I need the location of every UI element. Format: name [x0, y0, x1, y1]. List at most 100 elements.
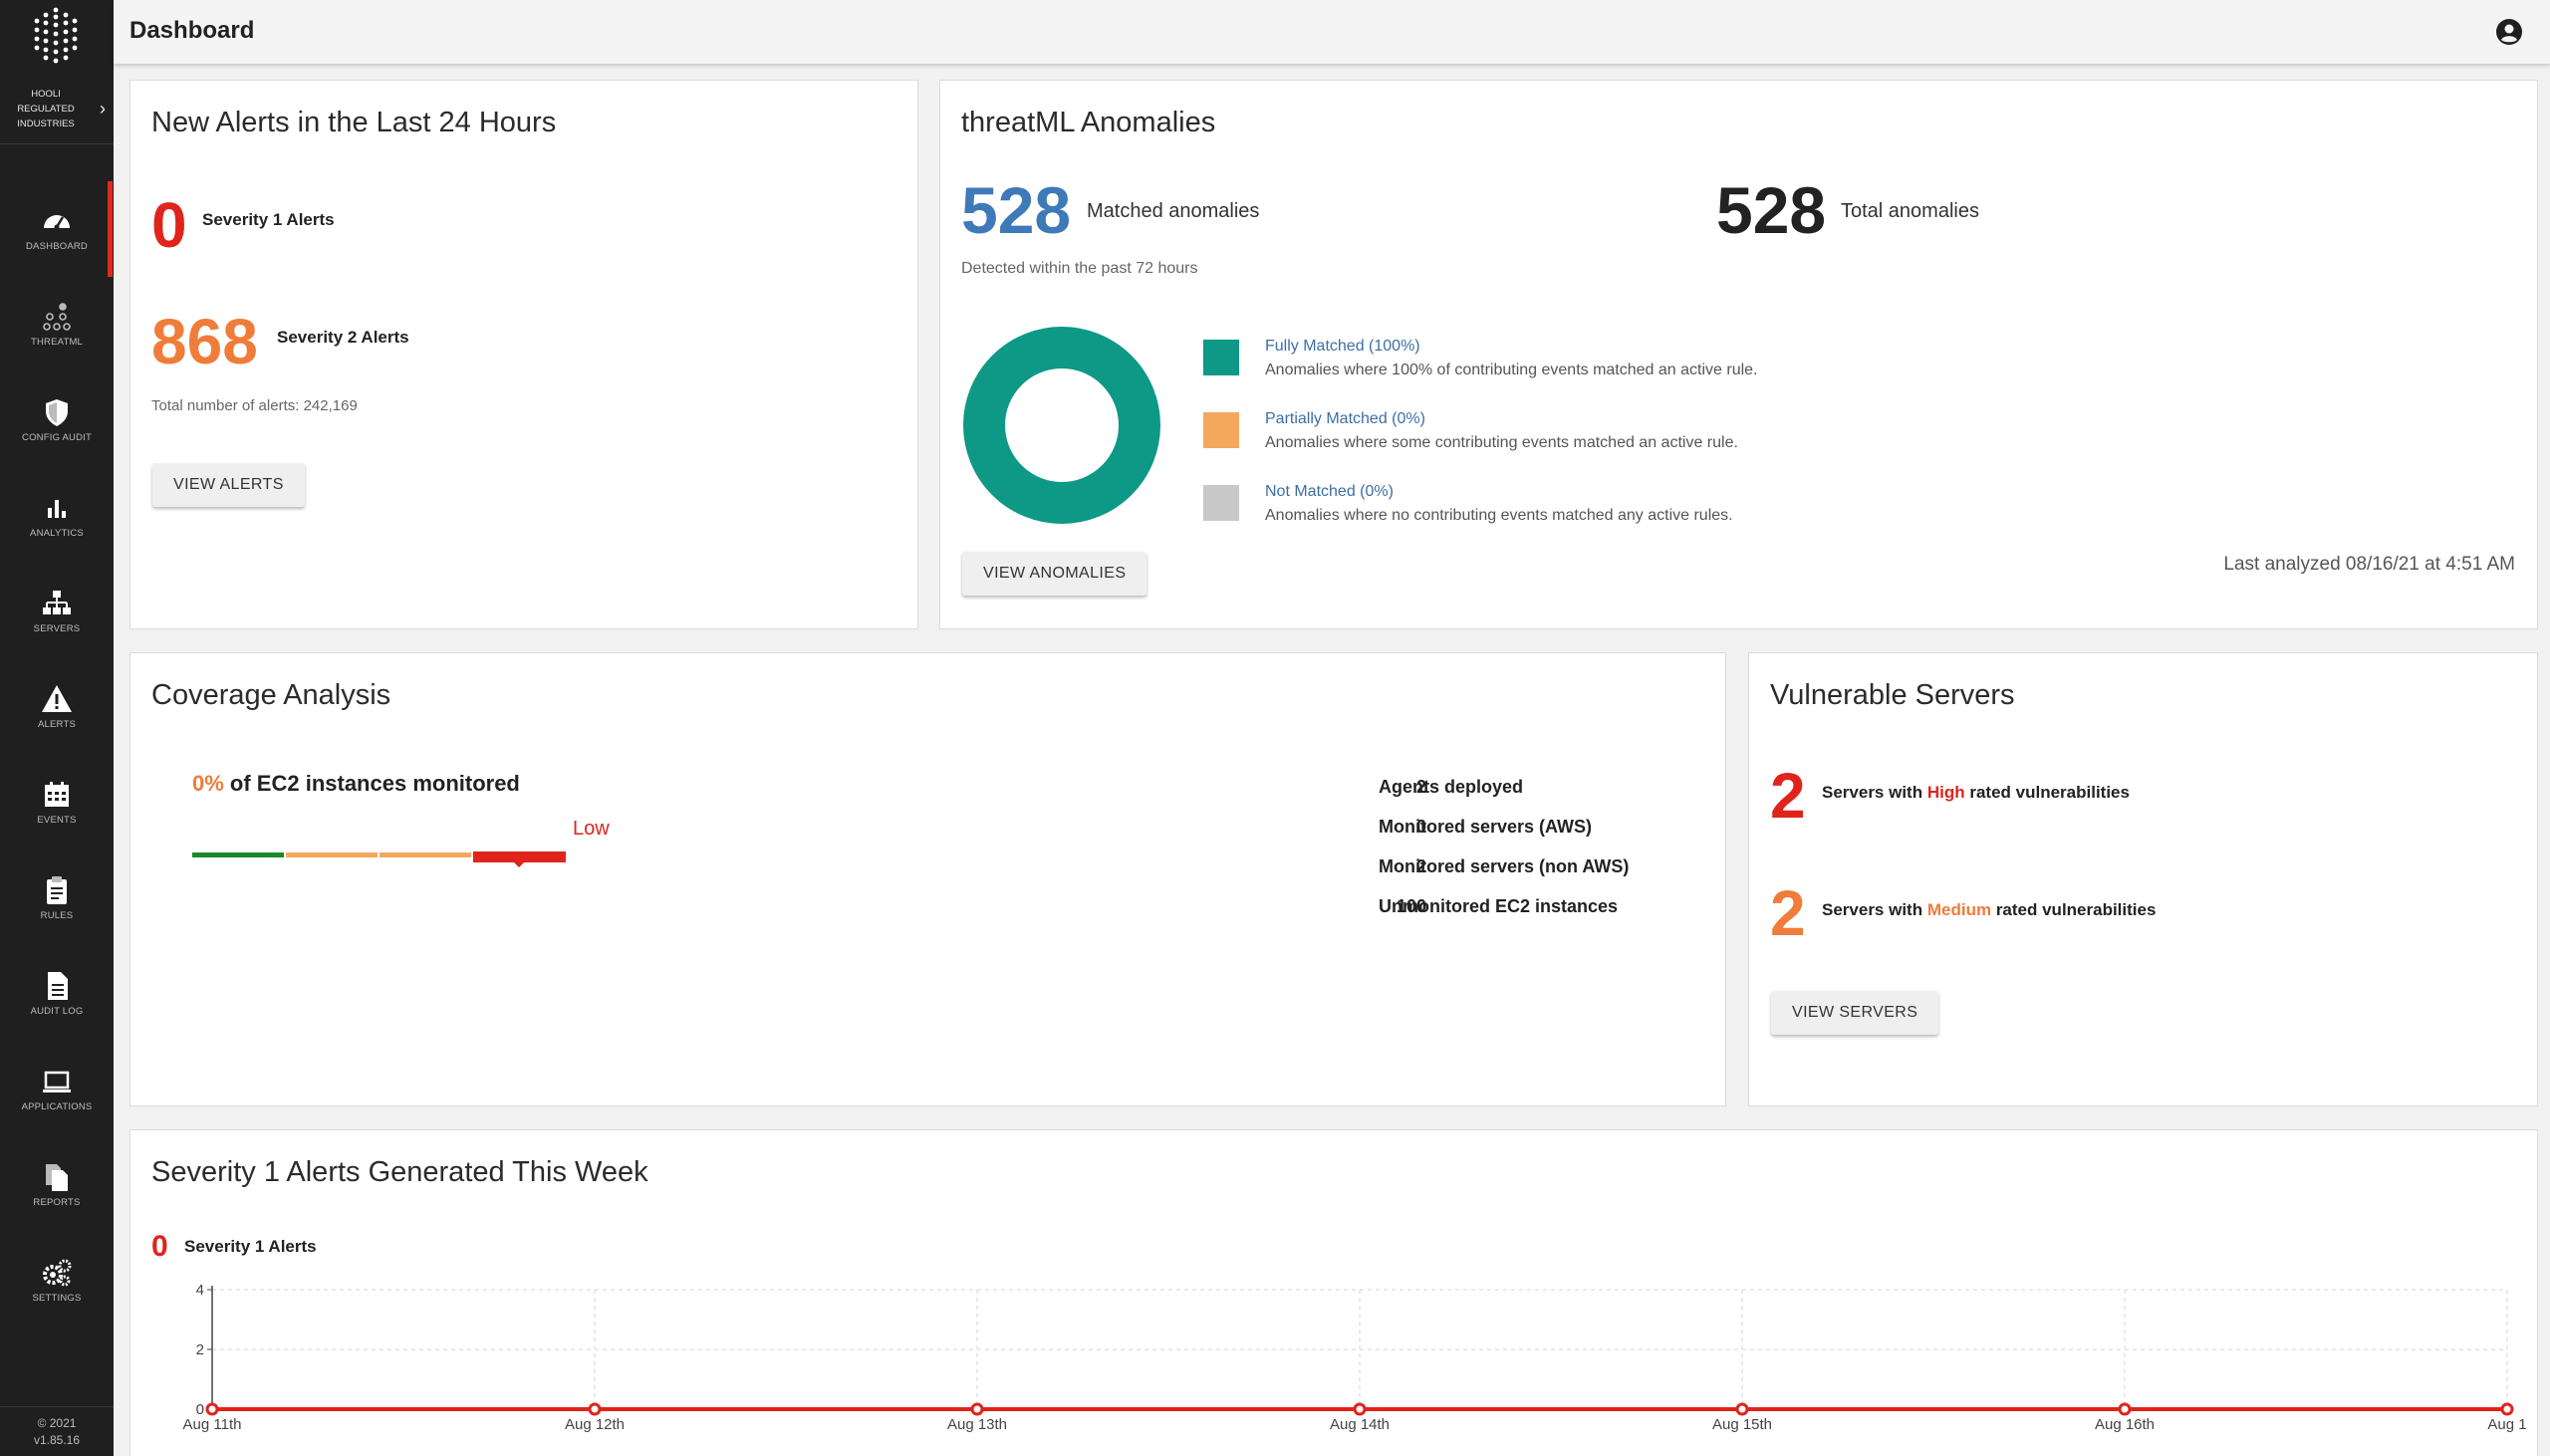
- sidebar-item-label: EVENTS: [37, 815, 77, 826]
- page-title: Dashboard: [129, 17, 255, 44]
- sidebar-item-servers[interactable]: SERVERS: [0, 564, 114, 659]
- vulnerable-servers-card: Vulnerable Servers 2 Servers with High r…: [1748, 652, 2538, 1106]
- agents-deployed-label: Agents deployed: [1379, 777, 1524, 797]
- matched-anomalies-count: 528: [961, 173, 1072, 247]
- sidebar-item-threatml[interactable]: THREATML: [0, 277, 114, 372]
- threatml-anomalies-card: threatML Anomalies 528 Matched anomalies…: [939, 80, 2538, 629]
- chevron-right-icon: ›: [100, 99, 106, 119]
- coverage-summary: 0% of EC2 instances monitored: [192, 771, 520, 797]
- x-tick-label: Aug 11th: [183, 1416, 242, 1433]
- unmonitored-ec2-label: Unmonitored EC2 instances: [1379, 896, 1619, 916]
- sidebar-item-reports[interactable]: REPORTS: [0, 1137, 114, 1233]
- medium-vuln-prefix: Servers with: [1822, 900, 1923, 919]
- coverage-bar-segment-medium-low: [380, 852, 471, 857]
- sidebar-item-label: AUDIT LOG: [30, 1006, 84, 1017]
- sidebar-item-analytics[interactable]: ANALYTICS: [0, 468, 114, 564]
- sidebar-item-label: RULES: [40, 910, 74, 921]
- version-text: v1.85.16: [33, 1433, 81, 1447]
- severity1-label: Severity 1 Alerts: [202, 210, 335, 229]
- sidebar-item-label: DASHBOARD: [26, 241, 88, 252]
- data-point: [588, 1402, 602, 1416]
- legend-swatch-not-matched: [1203, 485, 1239, 521]
- donut-slice-fully-matched: [963, 327, 1160, 524]
- high-vuln-prefix: Servers with: [1822, 783, 1923, 802]
- sidebar-item-label: APPLICATIONS: [21, 1101, 93, 1112]
- x-tick-label: Aug 12th: [565, 1416, 625, 1433]
- data-point: [2118, 1402, 2132, 1416]
- total-anomalies-label: Total anomalies: [1841, 200, 1979, 222]
- detected-window-text: Detected within the past 72 hours: [961, 260, 1198, 277]
- severity1-count: 0: [151, 189, 187, 261]
- card-title: New Alerts in the Last 24 Hours: [151, 107, 557, 138]
- sidebar-item-settings[interactable]: SETTINGS: [0, 1233, 114, 1329]
- app-logo-icon[interactable]: [25, 6, 87, 66]
- high-vuln-count: 2: [1770, 760, 1806, 832]
- total-anomalies-count: 528: [1716, 173, 1827, 247]
- agents-deployed-value: 2: [1415, 777, 1426, 797]
- data-point: [970, 1402, 984, 1416]
- y-tick-label: 2: [196, 1341, 204, 1358]
- user-circle-icon[interactable]: [2495, 18, 2523, 46]
- org-switcher[interactable]: HOOLI REGULATED INDUSTRIES ›: [0, 85, 114, 144]
- org-name-line: INDUSTRIES: [17, 119, 75, 129]
- monitored-non-aws-label: Monitored servers (non AWS): [1379, 856, 1630, 876]
- sidebar-item-alerts[interactable]: ALERTS: [0, 659, 114, 755]
- sidebar-item-applications[interactable]: APPLICATIONS: [0, 1042, 114, 1137]
- legend-desc-not-matched: Anomalies where no contributing events m…: [1265, 507, 1733, 524]
- new-alerts-card: New Alerts in the Last 24 Hours 0 Severi…: [129, 80, 918, 629]
- top-bar: Dashboard: [114, 0, 2550, 64]
- org-name-line: REGULATED: [17, 104, 75, 115]
- coverage-analysis-card: Coverage Analysis 0% of EC2 instances mo…: [129, 652, 1726, 1106]
- total-alerts-text: Total number of alerts: 242,169: [151, 397, 358, 414]
- sidebar-item-config-audit[interactable]: CONFIG AUDIT: [0, 372, 114, 468]
- legend-title-partially-matched[interactable]: Partially Matched (0%): [1265, 410, 1425, 427]
- laptop-icon: [43, 1071, 71, 1092]
- card-title: Coverage Analysis: [151, 679, 391, 711]
- monitored-non-aws-value: 2: [1415, 856, 1426, 876]
- view-servers-button[interactable]: VIEW SERVERS: [1771, 991, 1939, 1035]
- coverage-bar-segment-high: [192, 852, 284, 857]
- sidebar-item-events[interactable]: EVENTS: [0, 755, 114, 850]
- legend-title-fully-matched[interactable]: Fully Matched (100%): [1265, 338, 1420, 355]
- weekly-severity1-label: Severity 1 Alerts: [184, 1237, 317, 1256]
- sidebar-item-label: ANALYTICS: [30, 528, 84, 539]
- x-tick-label: Aug 14th: [1330, 1416, 1390, 1433]
- medium-vuln-count: 2: [1770, 877, 1806, 949]
- weekly-severity1-line-chart: 0 2 4 Aug 11th Aug 12th Aug 13th Aug 14th Aug 1…: [183, 1282, 2527, 1433]
- view-anomalies-button[interactable]: VIEW ANOMALIES: [962, 552, 1148, 596]
- org-name: HOOLI REGULATED INDUSTRIES: [8, 87, 84, 131]
- monitored-aws-value: 0: [1415, 817, 1426, 837]
- x-tick-label: Aug 15th: [1712, 1416, 1772, 1433]
- high-vuln-suffix: rated vulnerabilities: [1969, 783, 2130, 802]
- legend-title-not-matched[interactable]: Not Matched (0%): [1265, 483, 1394, 500]
- matched-anomalies-label: Matched anomalies: [1087, 200, 1260, 222]
- gears-icon: [43, 1259, 72, 1287]
- server-hierarchy-icon: [43, 591, 71, 614]
- anomalies-donut-chart: [963, 327, 1160, 524]
- sidebar-item-label: SETTINGS: [32, 1293, 82, 1304]
- weekly-severity1-count: 0: [151, 1230, 168, 1263]
- medium-vuln-label: Servers with Medium rated vulnerabilitie…: [1822, 900, 2156, 920]
- coverage-level-marker: [512, 860, 526, 867]
- x-tick-label: Aug 13th: [947, 1416, 1007, 1433]
- monitored-aws-label: Monitored servers (AWS): [1379, 817, 1593, 837]
- y-tick-label: 4: [196, 1282, 204, 1299]
- data-point: [1353, 1402, 1367, 1416]
- view-alerts-button[interactable]: VIEW ALERTS: [152, 463, 305, 507]
- sidebar-item-label: THREATML: [30, 337, 84, 348]
- sidebar-item-label: REPORTS: [33, 1197, 81, 1208]
- coverage-percent-label: of EC2 instances monitored: [229, 771, 520, 796]
- card-title: Severity 1 Alerts Generated This Week: [151, 1156, 648, 1188]
- sidebar-item-label: ALERTS: [38, 719, 76, 730]
- medium-rating-word: Medium: [1926, 900, 1992, 919]
- legend-desc-partially-matched: Anomalies where some contributing events…: [1265, 434, 1738, 451]
- sidebar-item-dashboard[interactable]: DASHBOARD: [0, 181, 114, 277]
- sidebar-item-label: SERVERS: [33, 623, 81, 634]
- coverage-level-label: Low: [573, 818, 610, 840]
- high-rating-word: High: [1926, 783, 1965, 802]
- data-point: [205, 1402, 219, 1416]
- sidebar-item-rules[interactable]: RULES: [0, 850, 114, 946]
- legend-swatch-fully-matched: [1203, 340, 1239, 375]
- sidebar-item-audit-log[interactable]: AUDIT LOG: [0, 946, 114, 1042]
- medium-vuln-suffix: rated vulnerabilities: [1995, 900, 2157, 919]
